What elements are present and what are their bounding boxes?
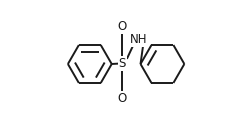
- Text: NH: NH: [130, 33, 147, 46]
- Text: S: S: [118, 57, 126, 70]
- Text: O: O: [117, 20, 127, 33]
- Text: O: O: [117, 92, 127, 105]
